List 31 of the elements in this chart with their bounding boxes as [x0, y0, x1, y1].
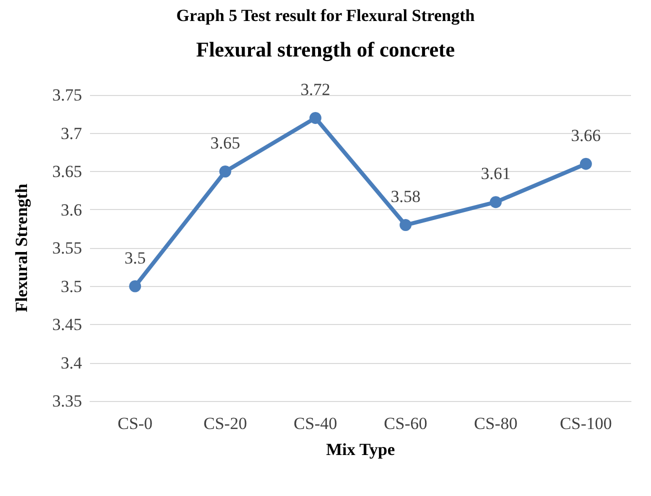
y-tick-label: 3.35 — [52, 392, 82, 410]
y-tick-label: 3.45 — [52, 315, 82, 334]
x-tick-label: CS-40 — [294, 414, 338, 433]
point — [490, 196, 502, 208]
point — [219, 166, 232, 178]
x-tick-label: CS-80 — [474, 414, 518, 433]
data-label: 3.66 — [571, 126, 601, 145]
y-axis-title: Flexural Strength — [12, 183, 31, 312]
x-tick-label: CS-0 — [118, 414, 153, 433]
y-tick-label: 3.55 — [52, 238, 82, 258]
point — [129, 280, 142, 292]
data-label: 3.72 — [300, 80, 330, 99]
data-label: 3.5 — [124, 248, 146, 268]
data-label: 3.58 — [390, 187, 420, 206]
y-tick-label: 3.5 — [60, 276, 82, 296]
point — [309, 112, 322, 124]
x-axis-title: Mix Type — [326, 440, 396, 459]
x-tick-label: CS-100 — [560, 414, 612, 433]
x-tick-label: CS-60 — [384, 414, 428, 433]
y-tick-label: 3.75 — [52, 86, 82, 104]
y-tick-label: 3.65 — [52, 162, 82, 181]
y-tick-label: 3.7 — [60, 124, 82, 143]
data-label: 3.61 — [480, 164, 511, 184]
point — [400, 219, 412, 232]
point — [580, 158, 592, 170]
chart-title: Flexural strength of concrete — [196, 38, 455, 62]
y-tick-label: 3.4 — [60, 353, 82, 372]
caption: Graph 5 Test result for Flexural Strength — [176, 6, 476, 25]
data-label: 3.65 — [210, 134, 240, 152]
y-tick-label: 3.6 — [60, 200, 82, 220]
x-tick-label: CS-20 — [204, 414, 247, 433]
